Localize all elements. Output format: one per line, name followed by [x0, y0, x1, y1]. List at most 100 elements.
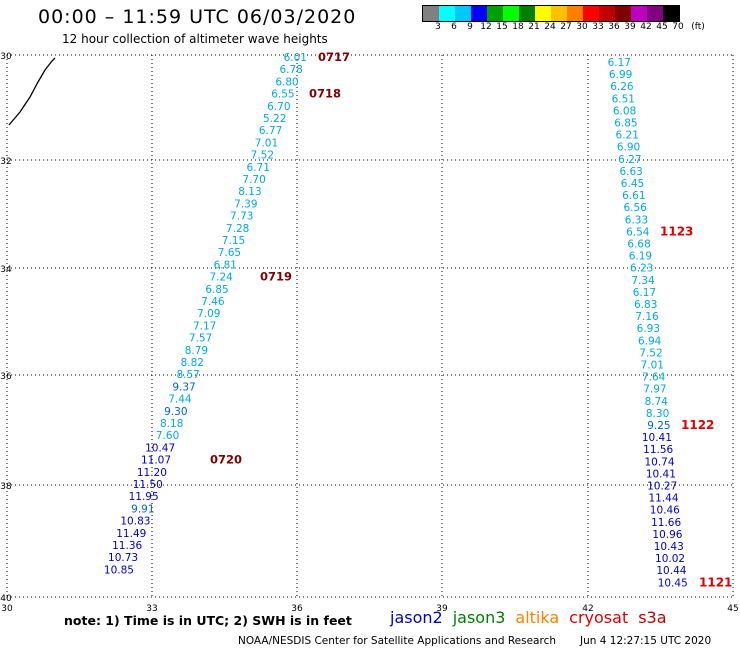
legend-swatch	[439, 6, 455, 21]
wave-height-label: 11.44	[648, 493, 678, 505]
legend-label: (ft)	[691, 22, 705, 32]
wave-height-label: 7.60	[156, 430, 179, 442]
wave-height-label: 7.52	[639, 347, 662, 359]
x-tick-label: 45	[727, 604, 738, 614]
wave-height-label: 6.33	[625, 214, 648, 226]
wave-height-label: 6.45	[621, 178, 644, 190]
wave-height-label: 6.85	[205, 284, 228, 296]
wave-height-label: 7.16	[635, 311, 659, 323]
wave-height-label: 10.85	[104, 564, 134, 576]
color-scale-labels: 3 6 9 12 15 18 21 24 27 30 33 36 39 42 45 70 (ft)	[422, 22, 740, 36]
wave-height-label: 11.66	[651, 517, 681, 529]
wave-height-label: 10.47	[145, 442, 175, 454]
wave-height-label: 7.39	[234, 198, 257, 210]
wave-height-label: 10.45	[658, 577, 688, 589]
footer-note: note: 1) Time is in UTC; 2) SWH is in fe…	[64, 613, 352, 628]
wave-height-label: 11.56	[643, 444, 673, 456]
legend-label: 42	[640, 22, 652, 32]
wave-height-label: 6.21	[616, 130, 639, 142]
map-subtitle: 12 hour collection of altimeter wave hei…	[62, 32, 328, 46]
coastline	[8, 57, 56, 126]
wave-height-label: 8.18	[160, 418, 183, 430]
wave-height-label: 7.57	[189, 333, 212, 345]
wave-height-label: 6.90	[617, 142, 640, 154]
wave-height-label: 7.17	[193, 320, 216, 332]
mission-s3a: s3a	[638, 608, 667, 627]
wave-height-label: 8.13	[238, 186, 261, 198]
wave-height-label: 10.46	[650, 505, 680, 517]
wave-height-label: 7.70	[242, 174, 265, 186]
wave-height-label: 7.64	[642, 372, 666, 384]
pass-time-label: 0720	[210, 453, 242, 467]
pass-time-label: 0717	[318, 50, 350, 64]
legend-label: 30	[576, 22, 588, 32]
wave-height-label: 9.30	[164, 406, 187, 418]
mission-cryosat: cryosat	[569, 608, 629, 627]
wave-height-label: 6.80	[275, 76, 298, 88]
wave-height-label: 9.37	[172, 381, 195, 393]
wave-height-label: 10.73	[108, 552, 138, 564]
wave-height-label: 11.49	[116, 528, 146, 540]
legend-swatch	[551, 6, 567, 21]
wave-height-label: 5.22	[263, 113, 286, 125]
legend-label: 3	[435, 22, 441, 32]
wave-height-label: 7.44	[168, 394, 192, 406]
legend-label: 70	[672, 22, 684, 32]
wave-height-label: 6.71	[247, 162, 270, 174]
legend-label: 39	[624, 22, 636, 32]
pass-time-label: 0718	[309, 87, 341, 101]
wave-height-label: 6.27	[618, 154, 641, 166]
wave-height-label: 6.81	[214, 259, 237, 271]
wave-height-label: 9.91	[131, 503, 154, 515]
legend-label: 15	[496, 22, 508, 32]
wave-height-label: 8.82	[181, 357, 204, 369]
legend-label: 24	[544, 22, 556, 32]
wave-height-label: 6.85	[614, 118, 637, 130]
wave-height-label: 6.70	[267, 101, 290, 113]
wave-height-label: 8.30	[646, 408, 669, 420]
mission-altika: altika	[515, 608, 560, 627]
wave-height-label: 6.51	[612, 93, 635, 105]
wave-height-label: 6.23	[630, 263, 653, 275]
legend-swatch	[471, 6, 487, 21]
wave-height-label: 6.08	[613, 105, 636, 117]
wave-height-label: 7.01	[255, 137, 278, 149]
legend-label: 45	[656, 22, 668, 32]
wave-height-label: 6.17	[633, 287, 656, 299]
pass-time-label: 1123	[660, 224, 693, 238]
wave-height-label: 7.46	[201, 296, 225, 308]
wave-height-label: 6.19	[629, 251, 652, 263]
y-tick-label: -36	[0, 372, 12, 382]
wave-height-label: 6.99	[609, 69, 632, 81]
legend-swatch	[647, 6, 663, 21]
y-tick-label: -38	[0, 482, 12, 492]
wave-height-label: 6.54	[626, 226, 650, 238]
wave-height-label: 8.79	[185, 345, 208, 357]
y-tick-label: -32	[0, 157, 12, 167]
wave-height-label: 6.56	[623, 202, 647, 214]
color-scale-legend	[422, 5, 680, 22]
mission-jason2: jason2	[390, 608, 443, 627]
wave-height-label: 10.43	[654, 541, 684, 553]
wave-height-label: 7.97	[643, 384, 666, 396]
legend-swatch	[663, 6, 679, 21]
wave-height-label: 6.78	[279, 64, 302, 76]
y-tick-label: -40	[0, 594, 12, 604]
wave-height-label: 10.02	[655, 553, 685, 565]
wave-height-label: 6.83	[634, 299, 657, 311]
wave-height-label: 8.57	[176, 369, 199, 381]
wave-height-label: 6.61	[622, 190, 645, 202]
wave-height-label: 6.93	[637, 323, 660, 335]
wave-height-label: 7.65	[218, 247, 241, 259]
wave-height-label: 10.27	[647, 481, 677, 493]
x-tick-label: 39	[436, 604, 448, 614]
legend-swatch	[631, 6, 647, 21]
pass-time-label: 1122	[681, 418, 714, 432]
x-tick-label: 36	[291, 604, 303, 614]
wave-height-label: 6.17	[608, 57, 631, 69]
wave-height-label: 7.52	[251, 150, 274, 162]
y-tick-label: -30	[0, 52, 12, 62]
legend-label: 21	[528, 22, 540, 32]
x-tick-label: 33	[146, 604, 157, 614]
